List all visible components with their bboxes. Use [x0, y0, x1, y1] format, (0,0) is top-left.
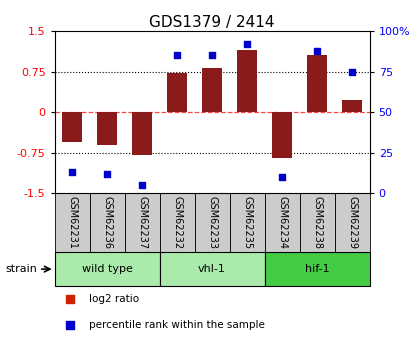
Bar	[132, 112, 152, 155]
Point	[279, 174, 286, 180]
Bar	[125, 193, 160, 252]
Point	[244, 41, 250, 47]
Bar	[273, 112, 292, 158]
Point	[314, 48, 320, 53]
Text: wild type: wild type	[81, 264, 133, 274]
Text: GSM62236: GSM62236	[102, 196, 112, 249]
Bar	[160, 193, 194, 252]
Bar	[265, 252, 370, 286]
Bar	[335, 193, 370, 252]
Bar	[265, 193, 299, 252]
Bar	[55, 252, 160, 286]
Bar	[97, 112, 117, 145]
Point	[67, 322, 74, 328]
Bar	[194, 193, 230, 252]
Text: vhl-1: vhl-1	[198, 264, 226, 274]
Bar	[299, 193, 335, 252]
Point	[174, 52, 181, 58]
Text: GSM62239: GSM62239	[347, 196, 357, 249]
Bar	[55, 193, 89, 252]
Point	[69, 169, 76, 175]
Text: GSM62233: GSM62233	[207, 196, 217, 249]
Text: GSM62232: GSM62232	[172, 196, 182, 249]
Point	[139, 182, 145, 188]
Text: hif-1: hif-1	[305, 264, 329, 274]
Text: GSM62231: GSM62231	[67, 196, 77, 249]
Bar	[342, 100, 362, 112]
Bar	[63, 112, 82, 142]
Text: GSM62234: GSM62234	[277, 196, 287, 249]
Point	[104, 171, 110, 177]
Bar	[89, 193, 125, 252]
Text: percentile rank within the sample: percentile rank within the sample	[89, 320, 265, 330]
Point	[209, 52, 215, 58]
Bar	[202, 68, 222, 112]
Bar	[168, 73, 187, 112]
Text: log2 ratio: log2 ratio	[89, 294, 139, 304]
Text: strain: strain	[5, 264, 37, 274]
Bar	[307, 55, 327, 112]
Title: GDS1379 / 2414: GDS1379 / 2414	[150, 15, 275, 30]
Bar	[160, 252, 265, 286]
Bar	[230, 193, 265, 252]
Point	[349, 69, 355, 74]
Bar	[237, 50, 257, 112]
Text: GSM62237: GSM62237	[137, 196, 147, 249]
Text: GSM62235: GSM62235	[242, 196, 252, 249]
Text: GSM62238: GSM62238	[312, 196, 322, 249]
Point	[67, 296, 74, 302]
